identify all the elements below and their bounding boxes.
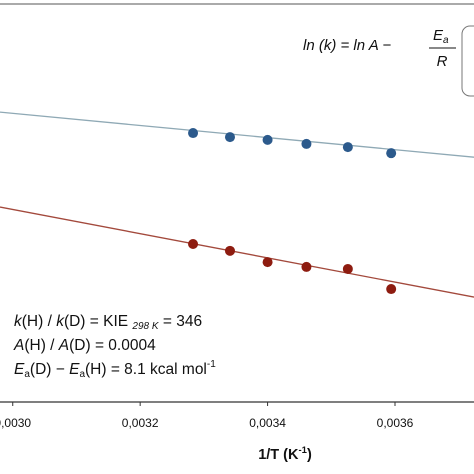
ann-sub: a	[24, 369, 30, 380]
x-tick-label: 0,0030	[0, 416, 31, 430]
x-tick-label: 0,0032	[122, 416, 159, 430]
eq-sub: a	[443, 35, 449, 46]
fit-line	[0, 111, 474, 158]
data-point	[386, 148, 397, 159]
ann-part: (D) = 0.0004	[69, 337, 156, 354]
ann-part: (H) /	[24, 337, 58, 354]
ann-part: E	[69, 361, 80, 378]
data-point	[262, 257, 273, 268]
plot-area	[0, 111, 474, 298]
eq-e: E	[433, 27, 444, 44]
annotation: k(H) / k(D) = KIE 298 K = 346	[14, 313, 202, 332]
ann-part: k	[14, 313, 23, 330]
annotation: A(H) / A(D) = 0.0004	[13, 337, 156, 354]
data-point	[262, 134, 273, 145]
data-point	[188, 128, 199, 139]
fit-line	[0, 206, 474, 298]
equation-box	[461, 25, 474, 97]
equation-text: ln (k) = ln A −	[303, 37, 391, 54]
ann-part: = 346	[159, 313, 203, 330]
ann-part: k	[56, 313, 65, 330]
ann-sub: 298 K	[131, 321, 159, 332]
data-point	[342, 142, 353, 153]
ann-part: (D) −	[30, 361, 69, 378]
x-title-sup: -1	[298, 445, 307, 456]
ann-part: (H) /	[22, 313, 56, 330]
ann-sub: a	[79, 369, 85, 380]
ann-sup: -1	[207, 359, 216, 370]
equation-numerator: Ea	[433, 27, 449, 46]
ann-part: A	[58, 337, 69, 354]
data-point	[342, 263, 353, 274]
data-point	[386, 284, 397, 295]
data-point	[224, 132, 235, 143]
data-point	[188, 239, 199, 250]
data-point	[301, 138, 312, 149]
x-title-part: 1/T (K	[258, 447, 299, 463]
ann-part: (H) = 8.1 kcal mol	[85, 361, 207, 378]
x-axis-title: 1/T (K-1)	[258, 445, 312, 463]
ann-part: E	[14, 361, 25, 378]
ann-part: A	[13, 337, 24, 354]
ann-part: (D) = KIE	[64, 313, 132, 330]
equation-denominator: R	[437, 53, 448, 70]
data-point	[301, 261, 312, 272]
x-tick-label: 0,0036	[377, 416, 414, 430]
annotation: Ea(D) − Ea(H) = 8.1 kcal mol-1	[14, 359, 216, 380]
equation-lhs: ln (k) = ln A −	[303, 37, 391, 54]
x-tick-label: 0,0034	[249, 416, 286, 430]
x-title-part: )	[307, 447, 312, 463]
data-point	[224, 245, 235, 256]
